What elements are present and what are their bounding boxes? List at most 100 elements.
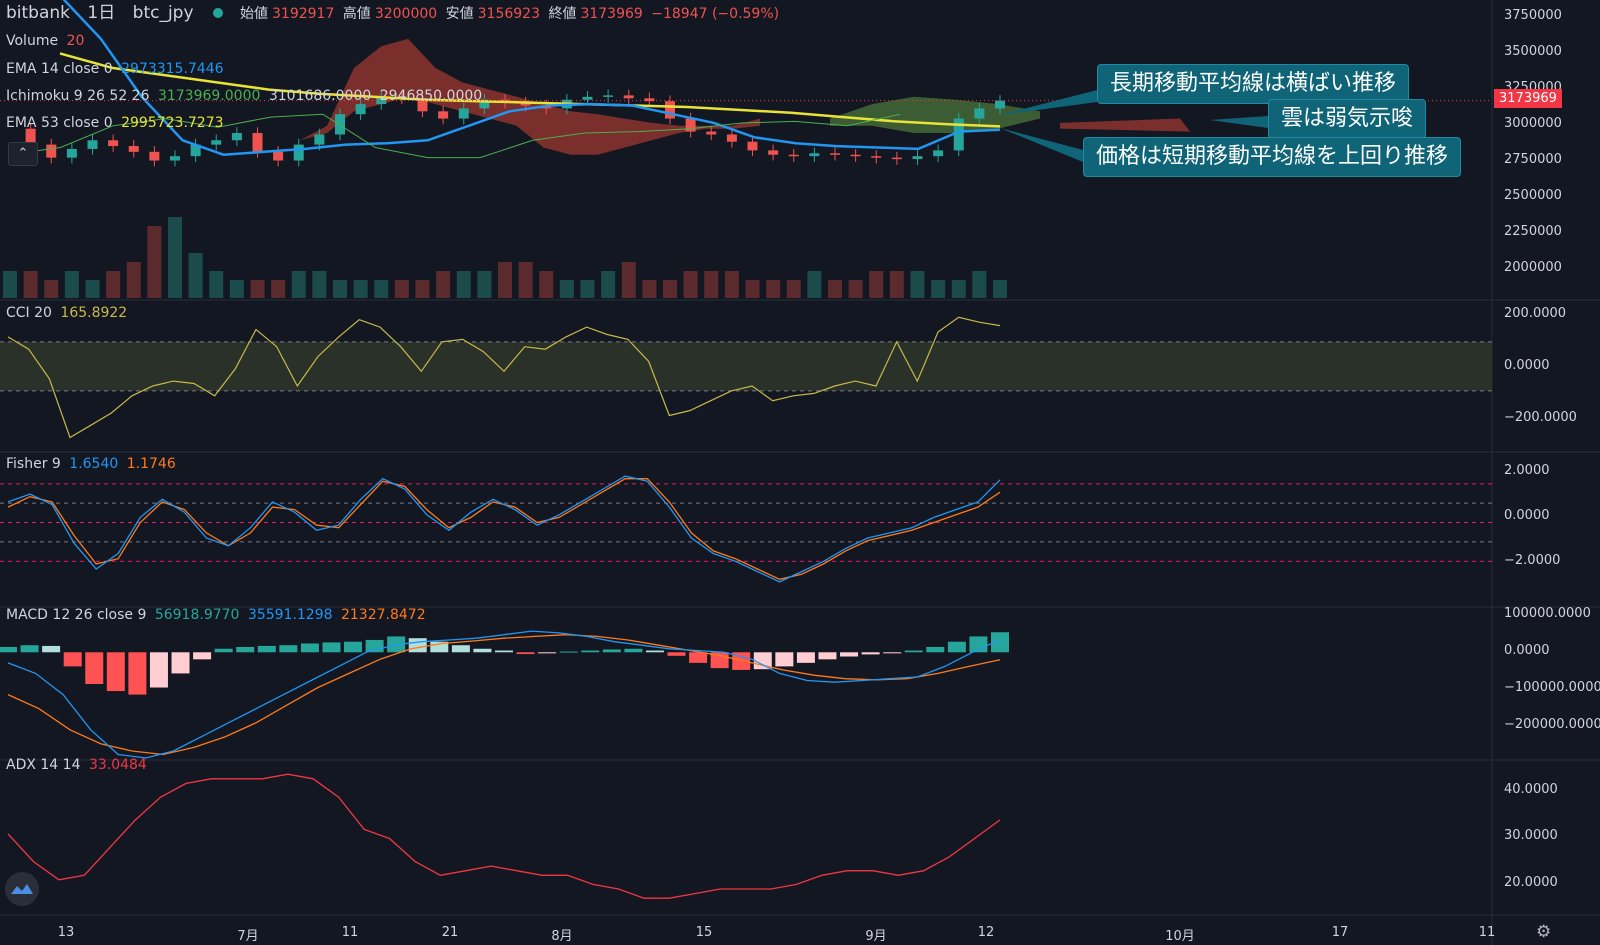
macd-histogram-bar xyxy=(430,641,449,653)
price-tick: 2750000 xyxy=(1504,152,1562,167)
cci-line xyxy=(7,316,1001,439)
volume-bar xyxy=(250,280,265,298)
candle-body xyxy=(355,104,366,115)
legend-volume[interactable]: Volume 20 xyxy=(6,32,88,50)
fisher-trigger-line xyxy=(7,478,1001,580)
annotation-long-ma[interactable]: 長期移動平均線は横ばい推移 xyxy=(1097,64,1410,104)
volume-bar xyxy=(910,271,925,298)
price-tick: 3750000 xyxy=(1504,8,1562,23)
gear-icon[interactable]: ⚙ xyxy=(1536,922,1552,942)
tradingview-logo-icon[interactable] xyxy=(5,872,39,906)
legend-volume-name: Volume xyxy=(6,33,59,49)
annotation-cloud[interactable]: 雲は弱気示唆 xyxy=(1268,99,1427,139)
annotation-pointer xyxy=(1000,90,1097,115)
legend-ema53-name: EMA 53 close 0 xyxy=(6,115,113,131)
candle-body xyxy=(912,156,923,160)
volume-bar xyxy=(683,271,698,298)
macd-histogram-bar xyxy=(236,647,255,653)
legend-cci-name: CCI 20 xyxy=(6,305,52,321)
legend-ichimoku-v2: 3101686.0000 xyxy=(268,88,372,104)
legend-fisher[interactable]: Fisher 9 1.6540 1.1746 xyxy=(6,455,180,473)
low-value: 3156923 xyxy=(477,6,540,22)
volume-bar xyxy=(539,271,554,298)
macd-histogram-bar xyxy=(645,650,664,653)
volume-bar xyxy=(972,271,987,298)
candle-body xyxy=(706,131,717,135)
macd-histogram-bar xyxy=(991,632,1009,653)
legend-adx[interactable]: ADX 14 14 33.0484 xyxy=(6,756,151,774)
candle-body xyxy=(603,95,614,97)
macd-histogram-bar xyxy=(408,638,427,653)
last-price-tag: 3173969 xyxy=(1494,89,1562,108)
volume-bar xyxy=(807,271,822,298)
time-tick: 15 xyxy=(695,925,713,940)
macd-histogram-bar xyxy=(947,641,966,653)
legend-ichimoku[interactable]: Ichimoku 9 26 52 26 3173969.0000 3101686… xyxy=(6,87,486,105)
macd-tick: −100000.0000 xyxy=(1504,680,1600,695)
legend-fisher-name: Fisher 9 xyxy=(6,456,61,472)
volume-bar xyxy=(621,262,636,298)
legend-fisher-v2: 1.1746 xyxy=(126,456,176,472)
macd-tick: −200000.0000 xyxy=(1504,717,1600,732)
legend-ema14[interactable]: EMA 14 close 0 2973315.7446 xyxy=(6,60,228,78)
interval-label: 1日 xyxy=(87,3,116,23)
legend-ema53[interactable]: EMA 53 close 0 2995723.7273 xyxy=(6,114,228,132)
legend-macd-v2: 35591.1298 xyxy=(247,607,333,623)
candle-body xyxy=(170,156,180,161)
candle-body xyxy=(417,98,428,112)
candle-body xyxy=(376,96,387,105)
candle-body xyxy=(46,144,57,158)
price-tick: 2250000 xyxy=(1504,224,1562,239)
macd-histogram-bar xyxy=(42,645,61,653)
candle-body xyxy=(128,146,139,152)
open-label: 始値 xyxy=(240,6,268,22)
legend-fisher-v1: 1.6540 xyxy=(69,456,119,472)
legend-macd-v1: 56918.9770 xyxy=(154,607,240,623)
candle-body xyxy=(788,154,799,157)
macd-histogram-bar xyxy=(85,652,104,684)
time-tick: 8月 xyxy=(551,929,573,944)
volume-bar xyxy=(786,280,801,298)
macd-histogram-bar xyxy=(904,650,923,653)
candle-body xyxy=(438,111,449,119)
macd-histogram-bar xyxy=(171,652,190,674)
macd-histogram-bar xyxy=(796,652,815,663)
macd-histogram-bar xyxy=(322,642,341,653)
volume-bar xyxy=(126,262,141,298)
time-tick: 12 xyxy=(977,925,995,940)
kumo-cloud-bullish xyxy=(830,96,1040,133)
symbol-header[interactable]: bitbank 1日 btc_jpy xyxy=(6,4,227,22)
legend-ichimoku-name: Ichimoku 9 26 52 26 xyxy=(6,88,150,104)
candle-body xyxy=(953,118,964,151)
macd-histogram-bar xyxy=(473,648,492,653)
time-tick: 13 xyxy=(57,925,75,940)
legend-macd[interactable]: MACD 12 26 close 9 56918.9770 35591.1298… xyxy=(6,606,430,624)
volume-bar xyxy=(642,280,657,298)
volume-bar xyxy=(291,271,306,298)
candle-body xyxy=(149,151,160,161)
macd-histogram-bar xyxy=(451,645,470,653)
volume-bar xyxy=(229,280,244,298)
macd-histogram-bar xyxy=(279,645,298,653)
adx-tick: 40.0000 xyxy=(1504,782,1558,797)
cci-tick: −200.0000 xyxy=(1504,410,1577,425)
candle-body xyxy=(335,114,345,135)
macd-histogram-bar xyxy=(128,652,147,695)
collapse-legend-button[interactable]: ⌃ xyxy=(8,142,38,166)
volume-bar xyxy=(271,280,286,298)
legend-cci[interactable]: CCI 20 165.8922 xyxy=(6,304,131,322)
volume-bar xyxy=(353,280,368,298)
volume-bar xyxy=(724,271,739,298)
legend-ichimoku-v3: 2946850.0000 xyxy=(379,88,483,104)
candle-body xyxy=(809,153,820,157)
annotation-price-short-ma[interactable]: 価格は短期移動平均線を上回り推移 xyxy=(1083,137,1462,177)
macd-histogram-bar xyxy=(689,652,708,663)
cci-tick: 0.0000 xyxy=(1504,358,1550,373)
legend-cci-value: 165.8922 xyxy=(60,305,128,321)
macd-tick: 0.0000 xyxy=(1504,643,1550,658)
macd-histogram-bar xyxy=(495,650,513,653)
volume-bar xyxy=(374,280,389,298)
macd-histogram-bar xyxy=(257,645,276,653)
